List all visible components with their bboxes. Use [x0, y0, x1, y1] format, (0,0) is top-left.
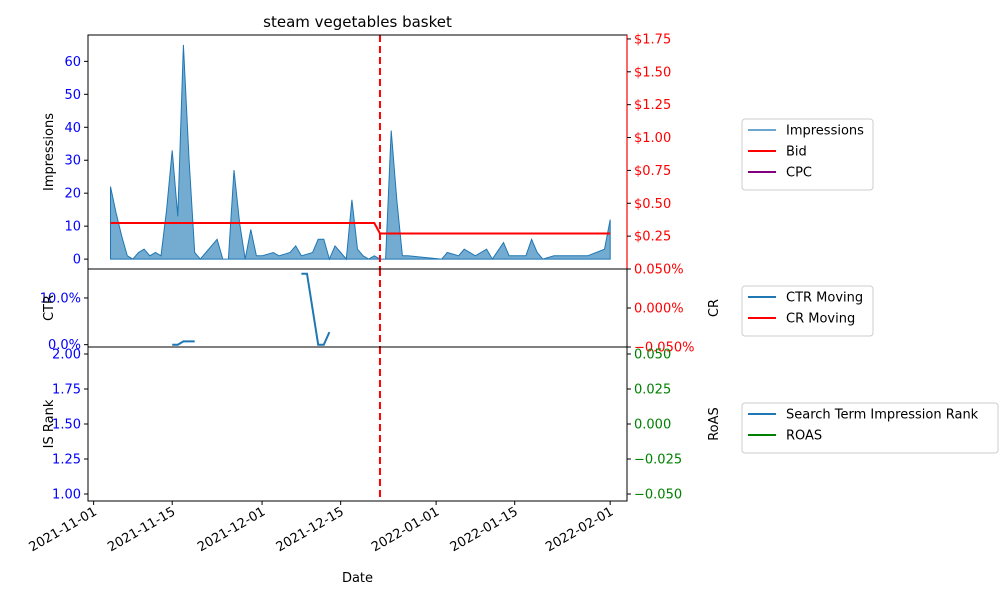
y2-tick-label: −0.050%: [634, 341, 694, 356]
y2-tick-label: −0.025: [634, 453, 682, 468]
legend-label: CPC: [786, 166, 812, 181]
y-tick-label: 1.25: [52, 453, 81, 468]
y-tick-label: 10.0%: [40, 291, 81, 306]
y-tick-label: 50: [64, 88, 81, 103]
panel-2: [84, 268, 874, 348]
panel-frame: [87, 268, 628, 348]
y2-tick-label: −0.050: [634, 488, 682, 503]
y2-tick-label: $1.75: [634, 32, 671, 47]
ctr-moving-line-2: [301, 272, 331, 346]
y-tick-label: 20: [64, 187, 81, 202]
panel-3: [84, 346, 999, 502]
y2-axis-label: CR: [707, 299, 722, 317]
y-tick-label: 2.00: [52, 348, 81, 363]
ctr-moving-line-1: [172, 340, 195, 346]
y-tick-label: 0.0%: [48, 338, 81, 353]
y2-tick-label: 0.025: [634, 383, 671, 398]
y2-tick-label: $0.50: [634, 197, 671, 212]
y-tick-label: 10: [64, 220, 81, 235]
y2-tick-label: $1.00: [634, 131, 671, 146]
impressions-area: [110, 44, 611, 261]
legend-label: ROAS: [786, 429, 822, 444]
x-tick-label: 2022-01-15: [448, 504, 521, 555]
y-tick-label: 60: [64, 55, 81, 70]
y2-tick-label: $1.25: [634, 98, 671, 113]
legend-label: Bid: [786, 145, 807, 160]
y-tick-label: 40: [64, 121, 81, 136]
y-axis-label: CTR: [42, 295, 57, 321]
x-tick-label: 2021-11-01: [27, 504, 100, 555]
chart-title: steam vegetables basket: [263, 13, 452, 31]
x-tick-label: 2022-02-01: [543, 504, 616, 555]
y2-tick-label: $0.25: [634, 230, 671, 245]
y-tick-label: 1.00: [52, 488, 81, 503]
y2-axis-label: RoAS: [707, 407, 722, 441]
y2-tick-label: 0.050%: [634, 263, 684, 278]
panel-frame: [87, 346, 628, 502]
y-axis-label: IS Rank: [42, 399, 57, 448]
x-tick-label: 2021-12-01: [195, 504, 268, 555]
y-tick-label: 1.50: [52, 418, 81, 433]
bid-line-1: [110, 222, 611, 235]
x-axis-label: Date: [342, 571, 373, 586]
legend-label: CR Moving: [786, 312, 855, 327]
panel-1: [84, 34, 874, 270]
legend-box: [741, 402, 999, 454]
legend-label: Impressions: [786, 124, 864, 139]
y-axis-label: Impressions: [42, 113, 57, 191]
y2-tick-label: 0.000: [634, 418, 671, 433]
y2-tick-label: $1.50: [634, 65, 671, 80]
y2-tick-label: 0.050: [634, 348, 671, 363]
y-tick-label: 30: [64, 154, 81, 169]
legend-label: Search Term Impression Rank: [786, 408, 979, 423]
y2-tick-label: 0.000%: [634, 302, 684, 317]
legend-label: CTR Moving: [786, 291, 863, 306]
y-tick-label: 0: [73, 253, 81, 268]
x-tick-label: 2022-01-01: [369, 504, 442, 555]
x-tick-label: 2021-11-15: [105, 504, 178, 555]
y-tick-label: 1.75: [52, 383, 81, 398]
legend-box: [741, 285, 874, 337]
y2-tick-label: $0.75: [634, 164, 671, 179]
x-tick-label: 2021-12-15: [274, 504, 347, 555]
